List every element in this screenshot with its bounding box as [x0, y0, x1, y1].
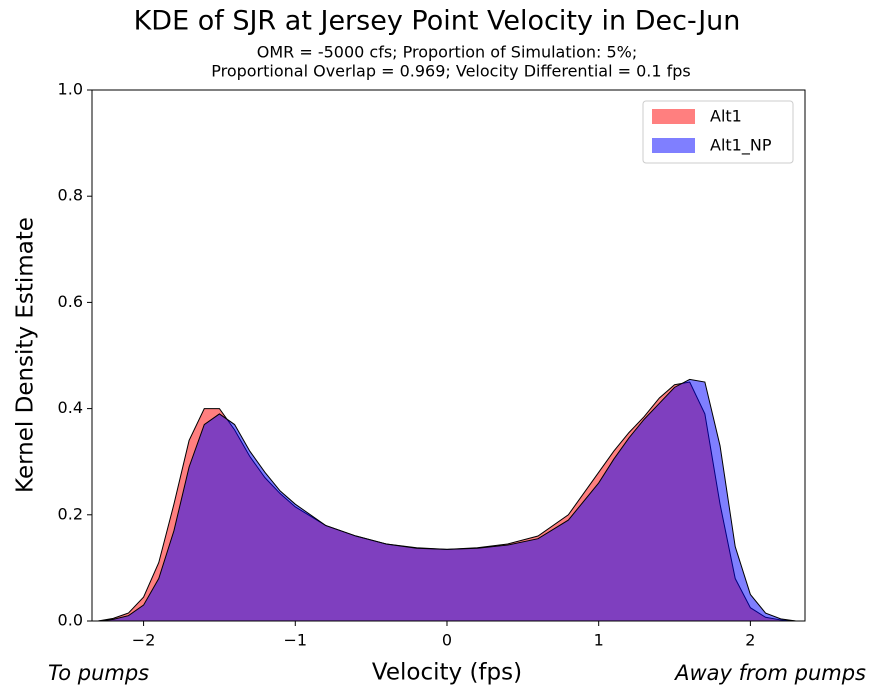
y-tick-label: 0.8: [58, 186, 83, 205]
subtitle: Proportional Overlap = 0.969; Velocity D…: [211, 62, 691, 81]
chart-title: KDE of SJR at Jersey Point Velocity in D…: [134, 6, 741, 37]
plot-frame: [91, 89, 806, 622]
legend-swatch: [652, 109, 695, 124]
subtitle: OMR = -5000 cfs; Proportion of Simulatio…: [257, 43, 638, 62]
annotation: Away from pumps: [673, 661, 866, 685]
x-tick-label: 1: [594, 631, 604, 650]
y-tick-label: 0.0: [58, 611, 83, 630]
y-tick-label: 0.6: [58, 292, 83, 311]
x-tick-label: −2: [132, 631, 156, 650]
area: [98, 378, 796, 622]
x-tick-label: 0: [442, 631, 452, 650]
x-axis-label: Velocity (fps): [372, 660, 522, 686]
y-axis-label: Kernel Density Estimate: [13, 217, 39, 493]
legend-label: Alt1: [710, 107, 742, 126]
legend-label: Alt1_NP: [710, 136, 772, 156]
annotation: To pumps: [48, 661, 149, 685]
y-tick-label: 0.4: [58, 398, 83, 417]
y-tick-label: 1.0: [58, 80, 83, 99]
x-tick-label: −1: [283, 631, 307, 650]
legend-swatch: [652, 138, 695, 153]
x-tick-label: 2: [745, 631, 755, 650]
y-tick-label: 0.2: [58, 504, 83, 523]
